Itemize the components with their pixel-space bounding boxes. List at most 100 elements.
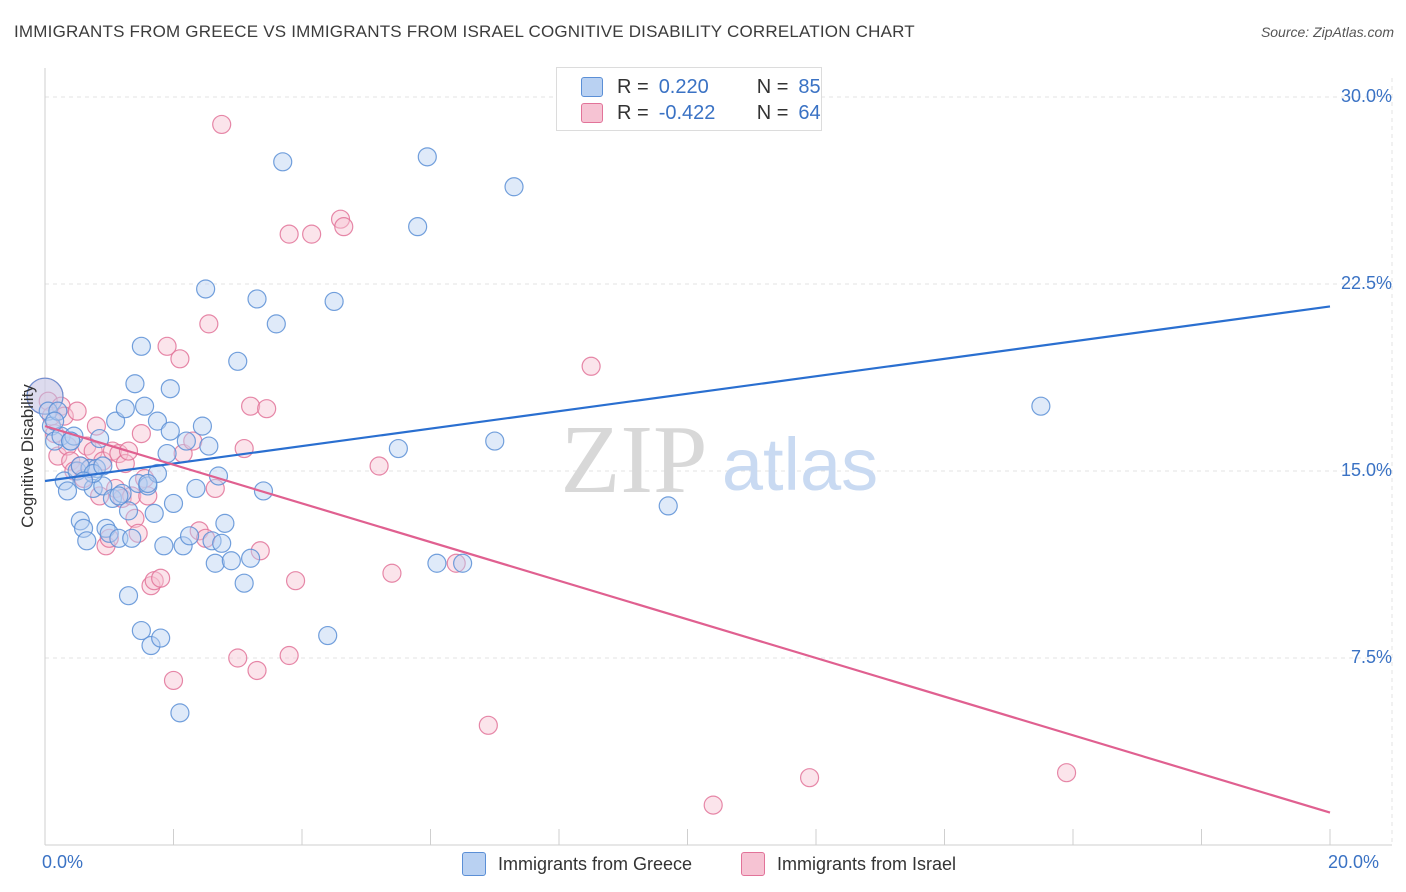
greece-point (93, 456, 113, 476)
israel-point (131, 424, 151, 444)
correlation-legend: R = 0.220 N = 85 R = -0.422 N = 64 (556, 67, 822, 131)
bottom-israel-swatch (741, 852, 765, 876)
israel-point (581, 356, 601, 376)
greece-point (154, 536, 174, 556)
legend-israel-r-value: -0.422 (658, 101, 716, 124)
israel-point (115, 453, 135, 474)
greece-point (147, 411, 168, 431)
greece-point (163, 493, 184, 514)
israel-point (285, 571, 306, 591)
greece-point (228, 351, 248, 371)
israel-point (151, 568, 171, 588)
legend-greece-n-value: 85 (798, 75, 821, 98)
israel-point (163, 670, 184, 691)
greece-point (138, 473, 158, 494)
israel-point (369, 456, 389, 476)
greece-point (176, 431, 196, 451)
israel-point (250, 541, 270, 561)
legend-row-israel: R = -0.422 N = 64 (581, 99, 821, 127)
israel-point (279, 224, 299, 244)
greece-point (234, 573, 254, 593)
trend-lines (44, 305, 1331, 814)
greece-point (485, 431, 505, 451)
greece-point (99, 523, 119, 543)
greece-point (170, 703, 190, 723)
bottom-greece-label: Immigrants from Greece (498, 853, 693, 874)
y-tick-label: 15.0% (1340, 460, 1392, 480)
greece-point (45, 431, 65, 451)
greece-point (221, 551, 241, 571)
axes (44, 68, 1392, 846)
gridlines (45, 78, 1393, 845)
greece-point (73, 518, 94, 538)
greece-point (408, 217, 428, 237)
greece-point (179, 526, 200, 546)
bottom-legend-greece: Immigrants from Greece (462, 852, 692, 876)
legend-israel-n-value: 64 (798, 101, 821, 124)
greece-point (199, 436, 219, 456)
greece-point (196, 279, 216, 299)
greece-point (125, 374, 145, 394)
israel-swatch (581, 103, 603, 123)
israel-point (247, 660, 267, 681)
y-axis-label: Cognitive Disability (18, 384, 37, 528)
greece-point (192, 416, 213, 436)
greece-point (131, 620, 151, 641)
greece-point (186, 478, 206, 499)
israel-point (279, 645, 299, 666)
legend-greece-r-label: R = (617, 75, 649, 98)
greece-point (57, 481, 78, 501)
greece-point (160, 379, 180, 399)
greece-point (205, 553, 225, 573)
greece-point (147, 463, 168, 484)
israel-point (703, 795, 723, 815)
israel-point (241, 396, 261, 416)
israel-point (48, 446, 68, 466)
x-tick-label: 20.0% (1328, 852, 1380, 872)
israel-point (157, 336, 177, 356)
watermark-atlas: atlas (722, 423, 878, 506)
israel-point (205, 478, 225, 499)
y-tick-label: 7.5% (1350, 647, 1392, 667)
greece-point (417, 147, 437, 167)
israel-point (478, 715, 498, 735)
greece-point (61, 431, 81, 451)
israel-point (302, 224, 322, 244)
greece-point (134, 396, 155, 416)
y-tick-label: 22.5% (1340, 273, 1392, 293)
greece-point (38, 401, 58, 421)
legend-israel-r-label: R = (617, 101, 649, 124)
bottom-greece-swatch (462, 852, 486, 876)
israel-point (128, 523, 148, 543)
greece-point (318, 625, 338, 646)
legend-greece-n-label: N = (756, 75, 789, 98)
israel-point (799, 768, 820, 788)
bottom-legend-israel: Immigrants from Israel (741, 852, 956, 876)
greece-point (77, 531, 97, 551)
israel-point (38, 391, 58, 411)
greece-point (141, 635, 161, 656)
greece-point (115, 399, 135, 419)
watermark-zip: ZIP (561, 406, 708, 514)
israel-point (189, 521, 209, 541)
greece-point (241, 548, 261, 568)
israel-point (86, 416, 107, 436)
israel-point (228, 648, 248, 668)
israel-point (125, 508, 145, 528)
greece-trend-line (44, 305, 1331, 483)
greece-point (112, 483, 132, 504)
israel-point (257, 399, 277, 419)
x-tick-label: 0.0% (42, 852, 84, 872)
israel-point (199, 314, 219, 334)
greece-point (388, 438, 408, 459)
greece-point (1031, 396, 1051, 416)
watermark: ZIP atlas (561, 406, 879, 514)
israel-point (1056, 763, 1077, 783)
greece-point (324, 291, 344, 312)
israel-point (67, 401, 87, 421)
israel-point (212, 114, 232, 135)
greece-point (151, 628, 171, 648)
greece-point (273, 152, 293, 172)
chart-title: IMMIGRANTS FROM GREECE VS IMMIGRANTS FRO… (14, 22, 915, 41)
greece-point (122, 528, 142, 548)
